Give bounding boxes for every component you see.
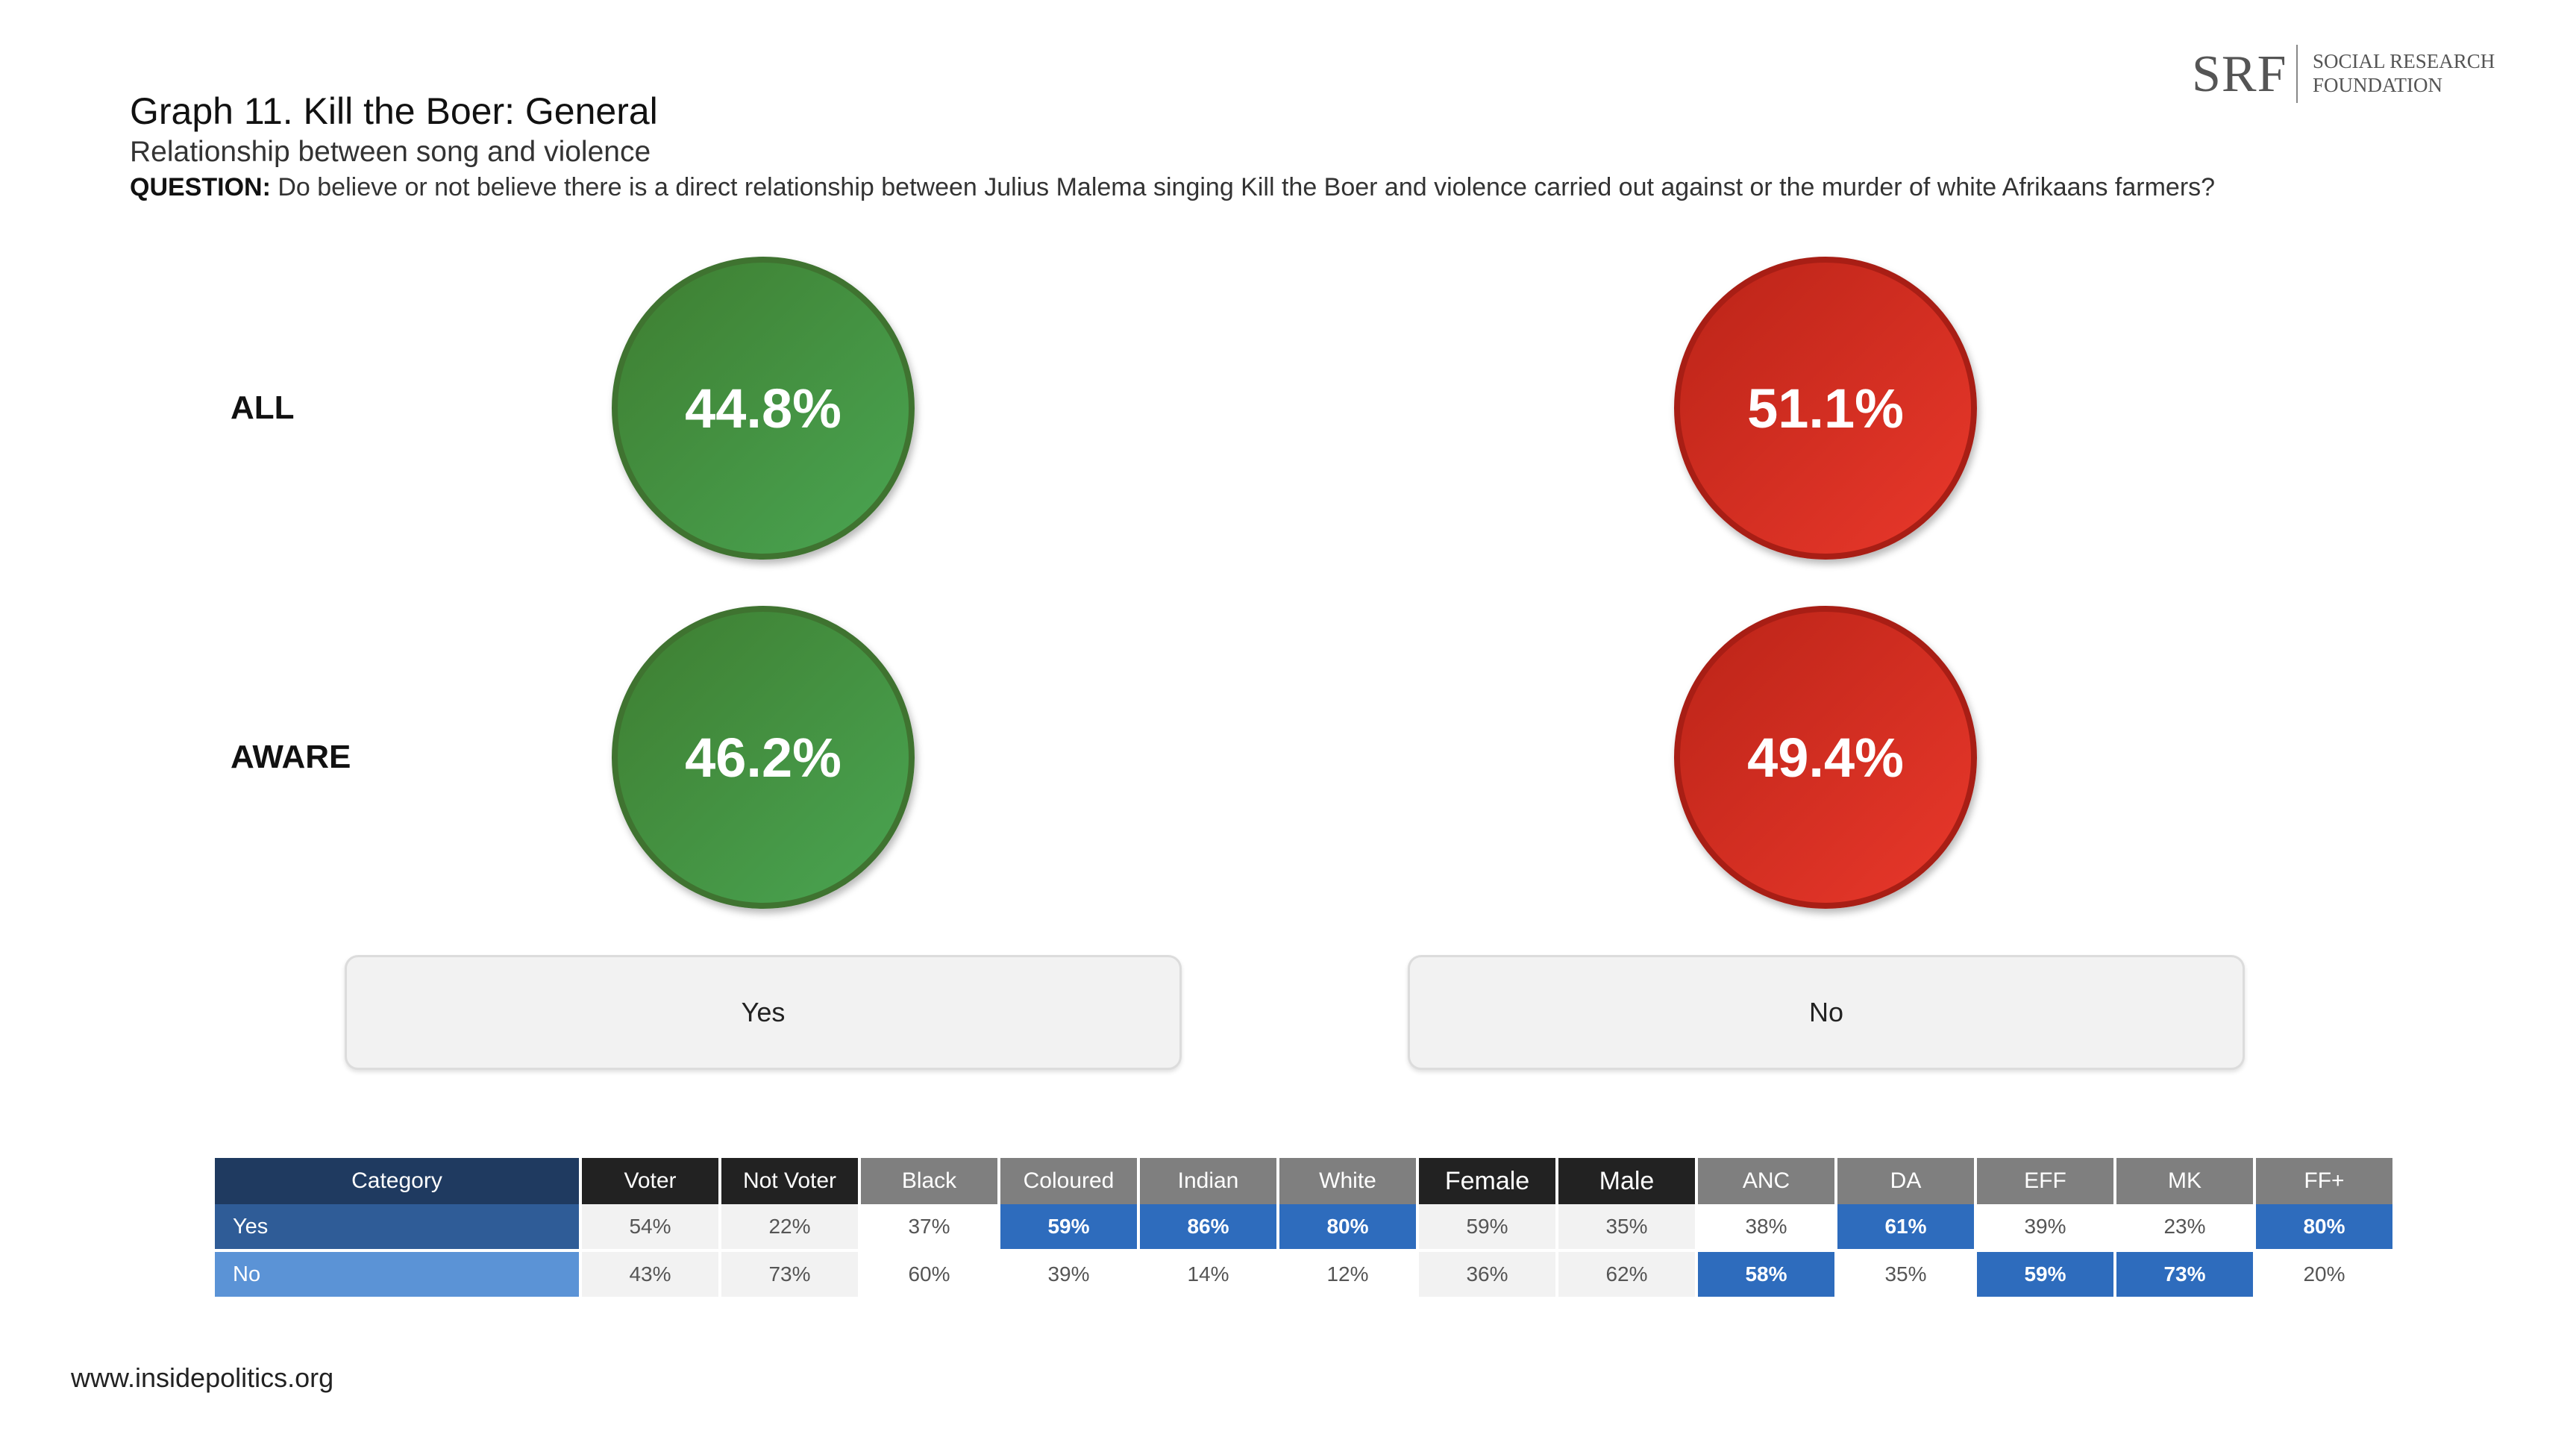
- crosstab-header-male: Male: [1558, 1158, 1695, 1204]
- crosstab-cell: 22%: [721, 1204, 858, 1249]
- bubble-aware-yes-label: 46.2%: [685, 726, 842, 789]
- crosstab-cell: 43%: [582, 1249, 718, 1297]
- row-label-all: ALL: [231, 389, 295, 426]
- crosstab-header-voter: Voter: [582, 1158, 718, 1204]
- srf-logo: SRF SOCIAL RESEARCH FOUNDATION: [2192, 43, 2535, 106]
- crosstab-cell: 23%: [2116, 1204, 2253, 1249]
- crosstab-table: Category Voter Not Voter Black Coloured Indi…: [212, 1158, 2395, 1297]
- logo-line-2: FOUNDATION: [2313, 74, 2442, 96]
- crosstab-cell: 80%: [1279, 1204, 1416, 1249]
- crosstab-header-ff: FF+: [2256, 1158, 2392, 1204]
- category-label-no: No: [1408, 955, 2245, 1070]
- crosstab-cell: 59%: [1977, 1249, 2113, 1297]
- bubble-aware-no: 49.4%: [1674, 606, 1977, 909]
- crosstab-cell: 20%: [2256, 1249, 2392, 1297]
- crosstab-row-yes: Yes 54% 22% 37% 59% 86% 80% 59% 35% 38% 61% 39% 23% 8…: [215, 1204, 2392, 1249]
- crosstab-header-da: DA: [1837, 1158, 1974, 1204]
- crosstab-row-label: Yes: [215, 1204, 579, 1249]
- bubble-aware-no-label: 49.4%: [1747, 726, 1904, 789]
- crosstab-header-anc: ANC: [1698, 1158, 1834, 1204]
- chart-title: Graph 11. Kill the Boer: General: [130, 90, 658, 132]
- crosstab-cell: 73%: [2116, 1249, 2253, 1297]
- row-label-aware: AWARE: [231, 739, 351, 775]
- crosstab-row-label: No: [215, 1249, 579, 1297]
- crosstab-header-coloured: Coloured: [1000, 1158, 1137, 1204]
- footer-url: www.insidepolitics.org: [71, 1362, 334, 1393]
- crosstab-header-indian: Indian: [1140, 1158, 1276, 1204]
- crosstab-header-category: Category: [215, 1158, 579, 1204]
- crosstab-header-eff: EFF: [1977, 1158, 2113, 1204]
- crosstab-header-row: Category Voter Not Voter Black Coloured Indi…: [215, 1158, 2392, 1204]
- bubble-all-yes-label: 44.8%: [685, 377, 842, 439]
- crosstab-cell: 62%: [1558, 1249, 1695, 1297]
- crosstab-cell: 60%: [861, 1249, 997, 1297]
- crosstab-cell: 86%: [1140, 1204, 1276, 1249]
- crosstab-cell: 37%: [861, 1204, 997, 1249]
- logo-line-1: SOCIAL RESEARCH: [2313, 50, 2495, 72]
- crosstab-cell: 35%: [1837, 1249, 1974, 1297]
- crosstab-cell: 58%: [1698, 1249, 1834, 1297]
- crosstab-cell: 39%: [1000, 1249, 1137, 1297]
- crosstab-header-mk: MK: [2116, 1158, 2253, 1204]
- question-text: QUESTION: Do believe or not believe ther…: [130, 173, 2215, 202]
- crosstab-cell: 14%: [1140, 1249, 1276, 1297]
- logo-name: SOCIAL RESEARCH FOUNDATION: [2313, 49, 2495, 97]
- crosstab-header-black: Black: [861, 1158, 997, 1204]
- logo-abbrev: SRF: [2192, 46, 2287, 103]
- logo-divider: [2296, 45, 2298, 103]
- question-body: Do believe or not believe there is a dir…: [270, 173, 2216, 201]
- crosstab-cell: 36%: [1419, 1249, 1555, 1297]
- crosstab-cell: 38%: [1698, 1204, 1834, 1249]
- crosstab-cell: 73%: [721, 1249, 858, 1297]
- bubble-aware-yes: 46.2%: [612, 606, 915, 909]
- crosstab-cell: 59%: [1419, 1204, 1555, 1249]
- crosstab-cell: 39%: [1977, 1204, 2113, 1249]
- crosstab-cell: 54%: [582, 1204, 718, 1249]
- crosstab-cell: 35%: [1558, 1204, 1695, 1249]
- crosstab-cell: 12%: [1279, 1249, 1416, 1297]
- crosstab-header-female: Female: [1419, 1158, 1555, 1204]
- crosstab-row-no: No 43% 73% 60% 39% 14% 12% 36% 62% 58% 35% 59% 73% 20…: [215, 1249, 2392, 1297]
- crosstab-header-not-voter: Not Voter: [721, 1158, 858, 1204]
- crosstab-cell: 80%: [2256, 1204, 2392, 1249]
- bubble-all-no: 51.1%: [1674, 257, 1977, 560]
- bubble-all-no-label: 51.1%: [1747, 377, 1904, 439]
- crosstab-cell: 61%: [1837, 1204, 1974, 1249]
- question-label: QUESTION:: [130, 173, 271, 201]
- chart-subtitle: Relationship between song and violence: [130, 136, 651, 168]
- category-label-yes: Yes: [345, 955, 1182, 1070]
- crosstab-cell: 59%: [1000, 1204, 1137, 1249]
- bubble-all-yes: 44.8%: [612, 257, 915, 560]
- crosstab-header-white: White: [1279, 1158, 1416, 1204]
